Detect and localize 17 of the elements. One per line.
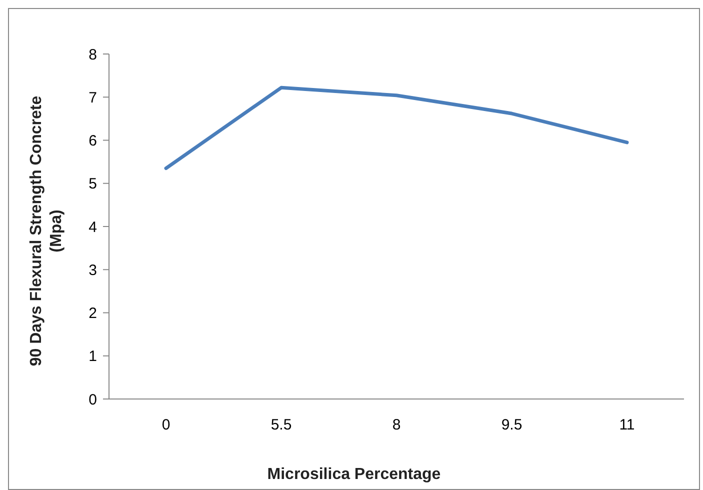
x-tick-label: 5.5 bbox=[270, 416, 292, 434]
y-tick-label: 6 bbox=[88, 132, 97, 150]
y-tick-label: 4 bbox=[88, 218, 97, 236]
y-tick-label: 1 bbox=[88, 348, 97, 366]
x-tick-label: 9.5 bbox=[501, 416, 522, 434]
x-axis-title: Microsilica Percentage bbox=[266, 466, 442, 484]
y-tick-label: 3 bbox=[88, 262, 97, 279]
y-tick-label: 2 bbox=[88, 305, 97, 322]
x-tick-label: 0 bbox=[162, 416, 170, 434]
line-series bbox=[164, 86, 629, 170]
x-tick-label: 11 bbox=[619, 416, 635, 434]
x-tick-label: 8 bbox=[392, 416, 401, 434]
y-axis-title: 90 Days Flexural Strength Concrete (Mpa) bbox=[27, 94, 66, 368]
y-tick-label: 0 bbox=[88, 391, 97, 408]
y-tick-label: 7 bbox=[88, 89, 97, 106]
y-tick-label: 5 bbox=[88, 176, 97, 193]
y-tick-label: 8 bbox=[88, 46, 97, 64]
